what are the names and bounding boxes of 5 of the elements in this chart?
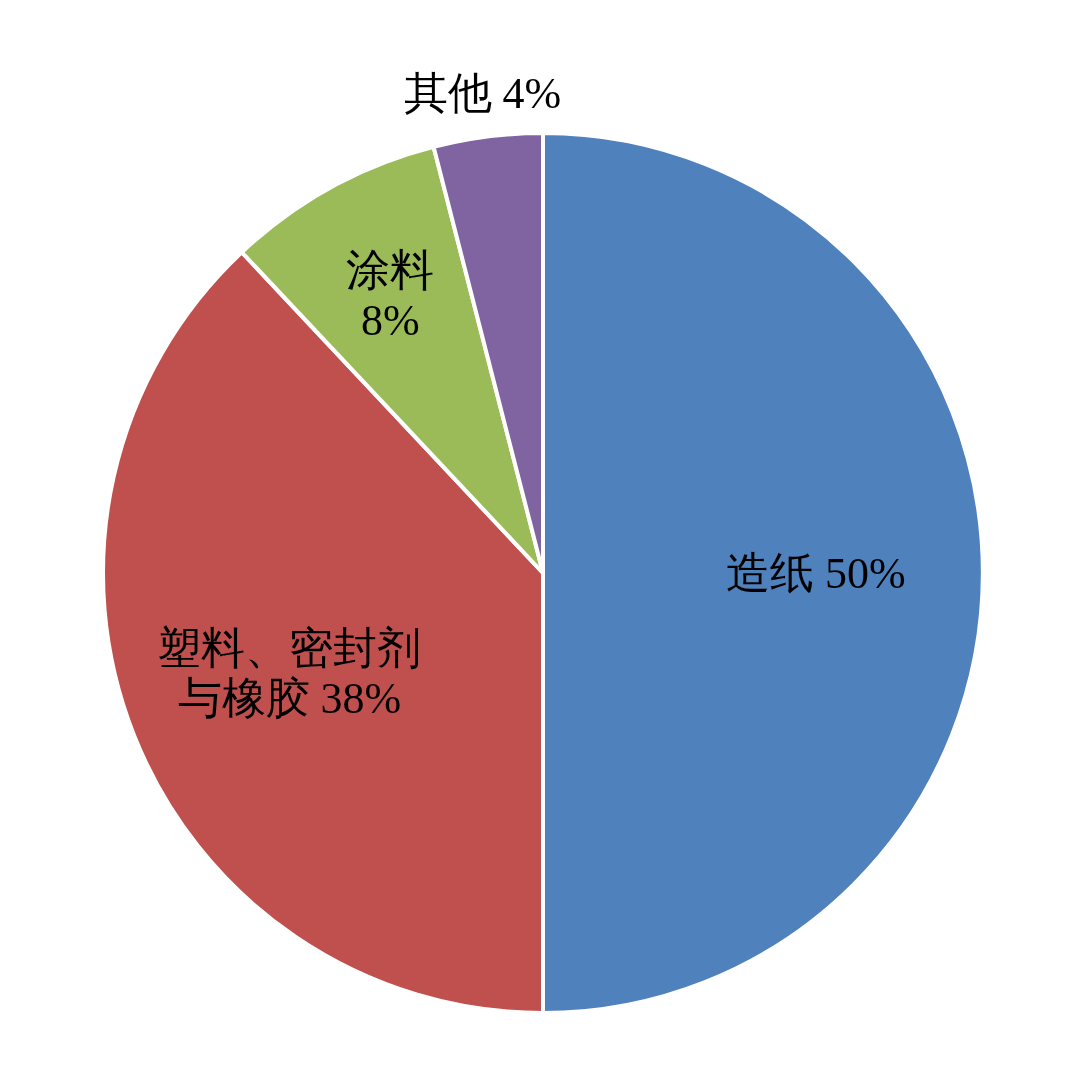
slice-label: 造纸 50% bbox=[725, 548, 906, 598]
data-label: 8% bbox=[361, 295, 420, 345]
slice-label: 涂料 bbox=[346, 245, 435, 295]
slice-label: 其他 4% bbox=[403, 68, 562, 118]
slice-label: 塑料、密封剂与橡胶 38% bbox=[157, 623, 422, 723]
